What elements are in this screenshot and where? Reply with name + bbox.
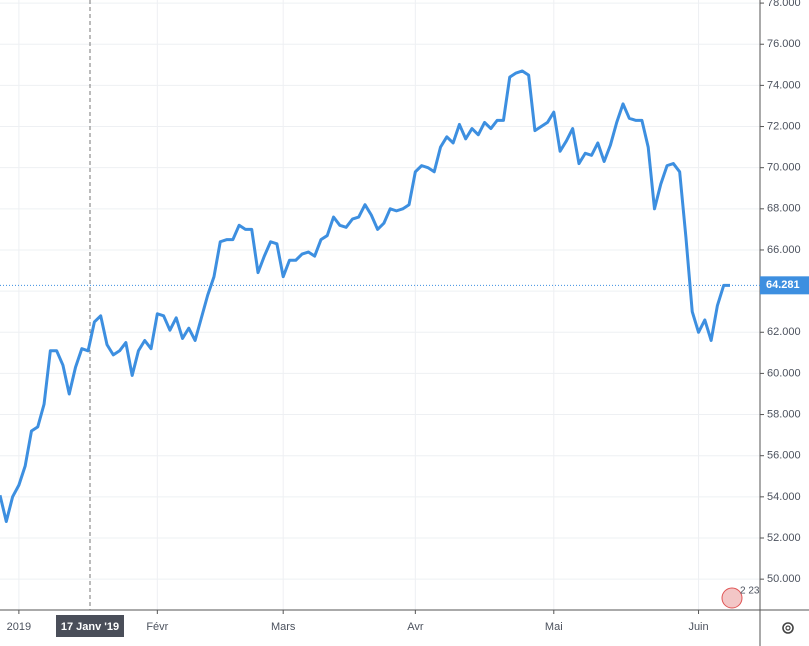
y-tick-label: 76.000 [767, 38, 801, 50]
y-tick-label: 54.000 [767, 491, 801, 503]
y-tick-label: 68.000 [767, 203, 801, 215]
event-badge: 2 23 [740, 586, 760, 597]
y-tick-label: 72.000 [767, 120, 801, 132]
y-tick-label: 78.000 [767, 0, 801, 9]
settings-icon[interactable] [782, 622, 794, 634]
y-tick-label: 60.000 [767, 367, 801, 379]
last-value-label: 64.281 [766, 279, 800, 291]
x-tick-label: Mars [271, 621, 296, 633]
price-line [0, 69, 730, 524]
x-tick-label: 2019 [7, 621, 31, 633]
y-tick-label: 58.000 [767, 408, 801, 420]
x-tick-label: Févr [146, 621, 168, 633]
x-tick-label: Mai [545, 621, 563, 633]
y-tick-label: 56.000 [767, 450, 801, 462]
crosshair-label-box [56, 615, 124, 637]
y-tick-label: 50.000 [767, 573, 801, 585]
y-tick-label: 70.000 [767, 162, 801, 174]
y-tick-label: 66.000 [767, 244, 801, 256]
crosshair-label: 17 Janv '19 [61, 621, 119, 633]
y-tick-label: 62.000 [767, 326, 801, 338]
last-value-box [760, 276, 809, 295]
x-tick-label: Avr [407, 621, 424, 633]
x-tick-label: Juin [688, 621, 708, 633]
y-tick-label: 52.000 [767, 532, 801, 544]
event-icon [721, 587, 743, 609]
y-tick-label: 74.000 [767, 79, 801, 91]
